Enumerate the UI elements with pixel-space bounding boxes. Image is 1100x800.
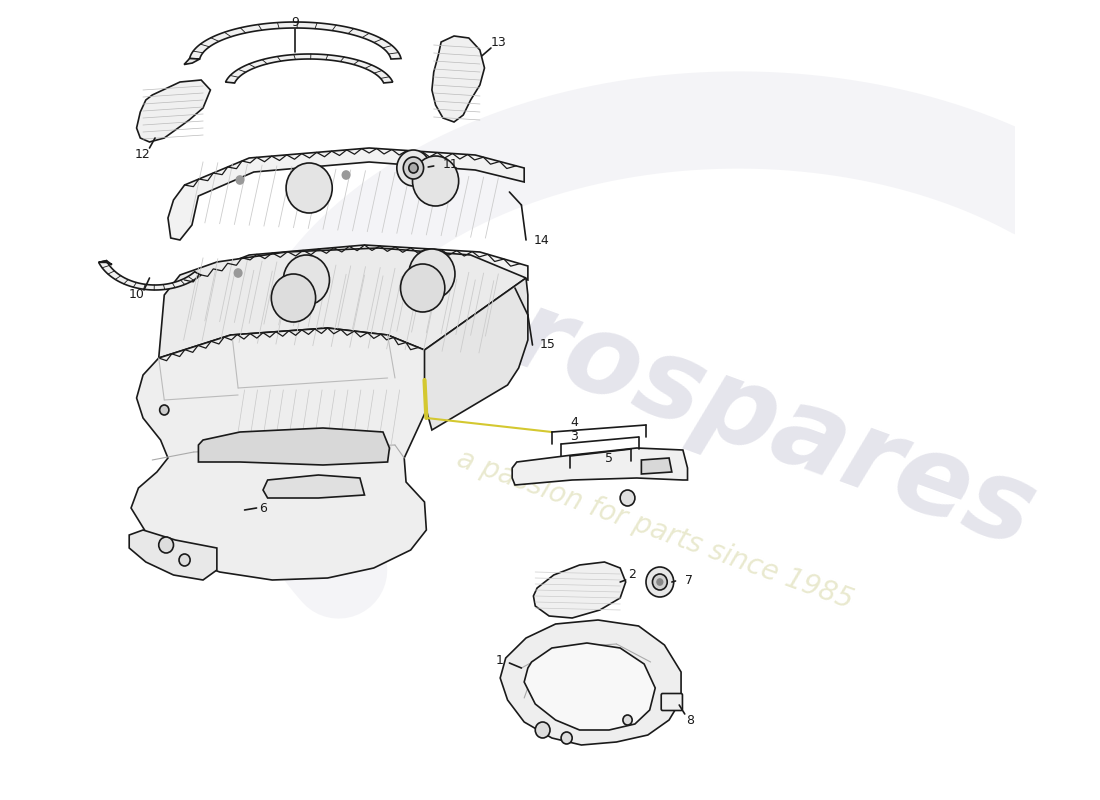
Polygon shape	[170, 245, 528, 335]
Circle shape	[561, 732, 572, 744]
Polygon shape	[99, 261, 201, 290]
Circle shape	[646, 567, 673, 597]
Polygon shape	[129, 530, 217, 580]
Text: 1: 1	[496, 654, 504, 666]
Text: 13: 13	[491, 35, 506, 49]
Circle shape	[236, 176, 243, 184]
Polygon shape	[641, 458, 672, 474]
Polygon shape	[226, 54, 393, 83]
Circle shape	[623, 715, 632, 725]
Text: 15: 15	[540, 338, 556, 351]
Text: 12: 12	[135, 149, 151, 162]
Circle shape	[160, 405, 169, 415]
Circle shape	[286, 163, 332, 213]
Text: a passion for parts since 1985: a passion for parts since 1985	[453, 445, 857, 615]
Text: 2: 2	[628, 569, 636, 582]
Circle shape	[342, 171, 350, 179]
Polygon shape	[198, 428, 389, 465]
FancyBboxPatch shape	[661, 694, 682, 710]
Text: 7: 7	[685, 574, 693, 586]
Polygon shape	[158, 248, 526, 358]
Polygon shape	[425, 278, 528, 430]
Polygon shape	[168, 148, 525, 240]
Polygon shape	[513, 448, 688, 485]
Circle shape	[179, 554, 190, 566]
Circle shape	[536, 722, 550, 738]
Circle shape	[409, 249, 455, 299]
Circle shape	[272, 274, 316, 322]
Polygon shape	[500, 620, 681, 745]
Text: 4: 4	[570, 415, 578, 429]
Text: 14: 14	[534, 234, 549, 246]
Polygon shape	[136, 80, 210, 142]
Text: 10: 10	[129, 289, 144, 302]
Circle shape	[620, 490, 635, 506]
Circle shape	[397, 150, 430, 186]
Text: 6: 6	[260, 502, 267, 514]
Circle shape	[234, 269, 242, 277]
Circle shape	[404, 157, 424, 179]
Polygon shape	[189, 22, 402, 59]
Circle shape	[652, 574, 668, 590]
Text: eurospares: eurospares	[353, 230, 1049, 570]
Circle shape	[284, 255, 330, 305]
Polygon shape	[131, 328, 432, 580]
Polygon shape	[99, 261, 112, 265]
Polygon shape	[263, 475, 364, 498]
Circle shape	[409, 163, 418, 173]
Polygon shape	[534, 562, 626, 618]
Circle shape	[158, 537, 174, 553]
Polygon shape	[432, 36, 484, 122]
Polygon shape	[525, 643, 656, 730]
Circle shape	[400, 264, 444, 312]
Text: 5: 5	[605, 451, 613, 465]
Text: 9: 9	[292, 15, 299, 29]
Text: 11: 11	[443, 158, 459, 171]
Text: 3: 3	[570, 430, 578, 443]
Polygon shape	[184, 58, 200, 65]
Text: 8: 8	[686, 714, 694, 726]
Circle shape	[657, 579, 662, 585]
Circle shape	[412, 156, 459, 206]
